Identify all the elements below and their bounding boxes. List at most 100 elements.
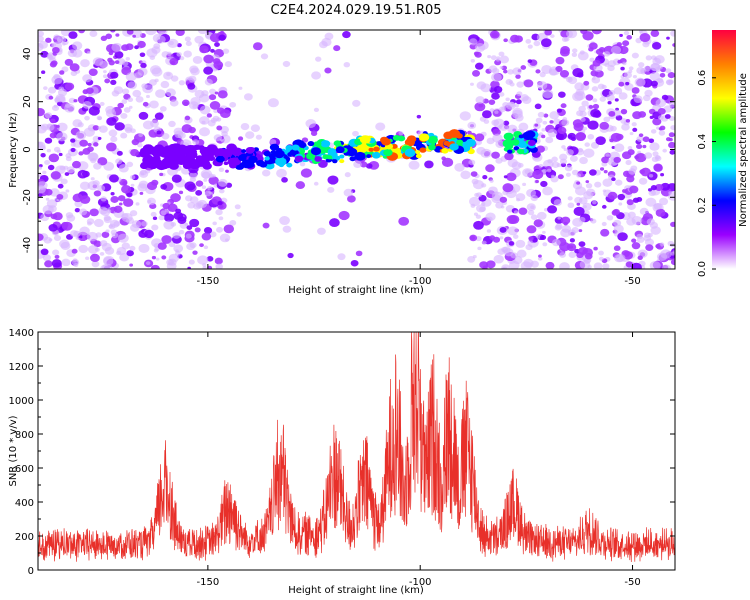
heatmap-noise-cell <box>121 88 130 95</box>
heatmap-noise-cell <box>470 171 478 177</box>
heatmap-noise-cell <box>222 48 230 54</box>
heatmap-noise-cell <box>516 81 524 88</box>
heatmap-y-tick-label: -40 <box>22 237 33 253</box>
heatmap-noise-cell <box>255 134 262 140</box>
heatmap-noise-cell <box>111 42 123 52</box>
heatmap-noise-cell <box>553 199 562 207</box>
heatmap-noise-cell <box>588 42 598 50</box>
heatmap-noise-cell <box>535 69 541 74</box>
heatmap-noise-cell <box>50 171 61 180</box>
heatmap-noise-cell <box>85 87 94 94</box>
heatmap-noise-cell <box>618 92 628 100</box>
heatmap-noise-cell <box>121 212 133 223</box>
heatmap-noise-cell <box>88 152 98 161</box>
heatmap-noise-cell <box>590 108 601 118</box>
heatmap-noise-cell <box>593 246 598 251</box>
heatmap-noise-cell <box>504 152 514 161</box>
heatmap-noise-cell <box>67 49 78 58</box>
heatmap-noise-cell <box>530 214 538 220</box>
heatmap-noise-cell <box>487 54 492 59</box>
heatmap-signal-cell <box>215 155 225 163</box>
heatmap-noise-cell <box>65 156 72 162</box>
heatmap-noise-cell <box>416 114 422 119</box>
heatmap-noise-cell <box>329 218 340 228</box>
heatmap-signal-cell <box>507 149 513 154</box>
heatmap-noise-cell <box>657 65 663 70</box>
heatmap-noise-cell <box>188 75 197 83</box>
heatmap-signal-cell <box>264 156 270 161</box>
heatmap-noise-cell <box>129 210 138 217</box>
heatmap-noise-cell <box>636 197 643 202</box>
heatmap-noise-cell <box>627 211 636 219</box>
heatmap-noise-cell <box>110 30 116 33</box>
heatmap-noise-cell <box>626 35 633 40</box>
heatmap-noise-cell <box>146 181 158 191</box>
heatmap-noise-cell <box>114 51 124 59</box>
heatmap-noise-cell <box>601 204 607 209</box>
heatmap-noise-cell <box>636 67 645 74</box>
heatmap-noise-cell <box>636 135 644 142</box>
heatmap-noise-cell <box>127 97 134 103</box>
heatmap-noise-cell <box>104 246 115 255</box>
heatmap-noise-cell <box>195 189 203 196</box>
heatmap-noise-cell <box>560 103 567 109</box>
heatmap-noise-cell <box>73 99 78 103</box>
heatmap-noise-cell <box>212 58 221 65</box>
heatmap-noise-cell <box>155 257 160 261</box>
heatmap-noise-cell <box>398 131 404 136</box>
heatmap-noise-cell <box>151 224 159 231</box>
heatmap-noise-cell <box>209 88 216 95</box>
heatmap-noise-cell <box>670 251 675 256</box>
heatmap-noise-cell <box>474 43 486 52</box>
heatmap-noise-cell <box>138 243 150 253</box>
snr-series-line <box>38 332 675 563</box>
heatmap-noise-cell <box>38 233 44 242</box>
heatmap-noise-cell <box>175 30 185 37</box>
heatmap-noise-cell <box>59 70 65 75</box>
heatmap-noise-cell <box>628 66 634 71</box>
heatmap-noise-cell <box>82 101 92 109</box>
heatmap-noise-cell <box>56 35 67 44</box>
heatmap-noise-cell <box>644 152 653 159</box>
heatmap-noise-cell <box>139 191 144 195</box>
heatmap-noise-cell <box>114 60 120 64</box>
heatmap-noise-cell <box>523 79 534 88</box>
heatmap-noise-cell <box>652 117 662 126</box>
heatmap-noise-cell <box>622 251 634 260</box>
heatmap-noise-cell <box>638 133 644 138</box>
heatmap-noise-cell <box>607 65 615 72</box>
heatmap-noise-cell <box>138 180 149 189</box>
heatmap-noise-cell <box>216 117 222 122</box>
heatmap-noise-cell <box>627 146 633 150</box>
heatmap-noise-cell <box>87 146 94 152</box>
heatmap-noise-cell <box>532 169 544 180</box>
heatmap-signal-cell <box>516 148 525 155</box>
heatmap-noise-cell <box>236 212 242 217</box>
heatmap-noise-cell <box>161 255 167 260</box>
heatmap-noise-cell <box>574 186 586 196</box>
heatmap-noise-cell <box>156 35 166 44</box>
heatmap-noise-cell <box>129 263 133 267</box>
heatmap-noise-cell <box>155 89 166 98</box>
heatmap-signal-cell <box>273 149 285 159</box>
heatmap-noise-cell <box>44 160 50 165</box>
heatmap-noise-cell <box>555 65 563 73</box>
heatmap-noise-cell <box>547 159 553 164</box>
heatmap-signal-cell <box>168 159 178 166</box>
heatmap-signal-cell <box>503 132 514 141</box>
heatmap-noise-cell <box>480 148 492 159</box>
heatmap-noise-cell <box>87 50 91 55</box>
heatmap-noise-cell <box>113 86 124 95</box>
heatmap-signal-cell <box>335 146 345 154</box>
heatmap-noise-cell <box>88 68 98 76</box>
heatmap-signal-cell <box>285 144 294 151</box>
heatmap-noise-cell <box>201 185 207 189</box>
heatmap-noise-cell <box>38 166 42 170</box>
heatmap-noise-cell <box>216 226 223 233</box>
heatmap-noise-cell <box>454 163 465 172</box>
heatmap-noise-cell <box>542 120 548 125</box>
heatmap-noise-cell <box>558 91 566 98</box>
heatmap-noise-cell <box>97 184 106 192</box>
heatmap-noise-cell <box>613 245 621 252</box>
heatmap-noise-cell <box>480 83 492 93</box>
